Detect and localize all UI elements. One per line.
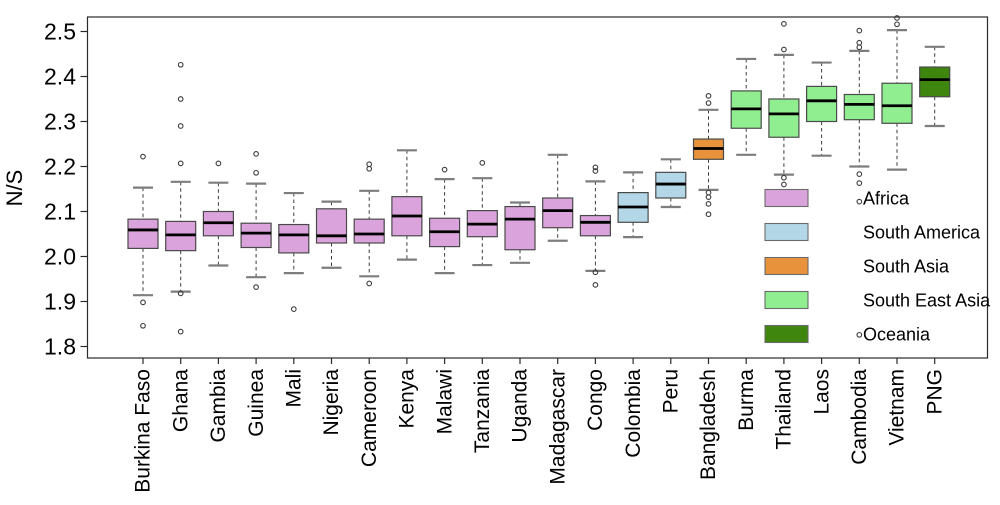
outlier-point-ghana xyxy=(177,96,184,102)
legend-label-oceania: Oceania xyxy=(863,324,931,344)
x-tick-label-uganda: Uganda xyxy=(509,369,532,443)
x-tick-label-gambia: Gambia xyxy=(207,369,230,443)
y-tick-label: 2.4 xyxy=(44,63,76,89)
outlier-point-cambodia xyxy=(856,198,863,205)
y-tick-label: 1.9 xyxy=(44,288,76,314)
outlier-point-gambia xyxy=(215,160,222,167)
x-tick-label-tanzania: Tanzania xyxy=(471,369,494,453)
box-laos xyxy=(805,85,838,123)
outlier-point-ghana xyxy=(177,61,184,68)
outlier-point-vietnam xyxy=(894,21,900,28)
plot-frame xyxy=(86,16,989,359)
x-tick-label-colombia: Colombia xyxy=(622,369,645,458)
x-tick-label-malawi: Malawi xyxy=(433,369,456,434)
y-tick-label: 2.2 xyxy=(44,153,76,179)
outlier-point-tanzania xyxy=(479,160,486,166)
legend-swatch-africa xyxy=(764,188,809,208)
outlier-point-ghana xyxy=(177,290,184,297)
outlier-point-ghana xyxy=(177,160,184,167)
box-nigeria xyxy=(315,208,348,244)
outlier-point-cambodia xyxy=(856,180,863,186)
y-tick-label: 2.1 xyxy=(44,198,76,224)
outlier-point-bangladesh xyxy=(705,194,712,200)
outlier-point-malawi xyxy=(441,166,448,173)
outlier-point-guinea xyxy=(253,151,259,157)
x-tick-label-png: PNG xyxy=(923,369,946,415)
x-tick-label-guinea: Guinea xyxy=(245,369,268,437)
outlier-point-guinea xyxy=(253,169,259,176)
y-tick-label: 2.3 xyxy=(44,108,76,134)
x-tick-label-ghana: Ghana xyxy=(169,369,192,432)
outlier-point-congo xyxy=(592,168,599,174)
outlier-point-guinea xyxy=(253,284,259,290)
outlier-point-thailand xyxy=(781,46,787,53)
outlier-point-bangladesh xyxy=(705,92,712,99)
legend-swatch-south-east-asia xyxy=(764,290,809,310)
outlier-point-cambodia xyxy=(856,171,863,177)
y-tick-label: 2.5 xyxy=(44,18,76,44)
outlier-point-congo xyxy=(592,282,599,288)
box-guinea xyxy=(240,222,272,249)
box-burkina-faso xyxy=(127,218,159,249)
legend-label-africa: Africa xyxy=(863,188,910,208)
outlier-point-bangladesh xyxy=(705,100,712,106)
legend-swatch-south-america xyxy=(764,222,809,242)
y-tick-label: 1.8 xyxy=(44,333,76,359)
x-tick-label-bangladesh: Bangladesh xyxy=(697,369,720,480)
outlier-point-congo xyxy=(592,164,599,171)
y-tick-label: 2.0 xyxy=(44,243,76,269)
outlier-point-thailand xyxy=(781,181,787,188)
outlier-point-burkina-faso xyxy=(140,299,146,306)
outlier-point-cameroon xyxy=(366,280,373,287)
box-uganda xyxy=(504,205,536,251)
outlier-point-cameroon xyxy=(366,165,373,172)
box-mali xyxy=(278,223,310,254)
x-tick-label-cameroon: Cameroon xyxy=(358,369,381,467)
legend-label-south-america: South America xyxy=(863,222,981,242)
outlier-point-cameroon xyxy=(366,161,373,168)
box-madagascar xyxy=(542,197,574,229)
x-tick-label-kenya: Kenya xyxy=(396,369,419,429)
x-tick-label-nigeria: Nigeria xyxy=(320,369,343,436)
box-cameroon xyxy=(353,218,385,244)
outlier-point-ghana xyxy=(177,123,184,129)
x-tick-label-burma: Burma xyxy=(735,369,758,431)
outlier-point-burkina-faso xyxy=(140,153,146,160)
x-tick-label-cambodia: Cambodia xyxy=(848,369,871,465)
outlier-point-ghana xyxy=(177,328,184,335)
outlier-point-cambodia xyxy=(856,27,863,34)
outlier-point-cambodia xyxy=(856,44,863,51)
box-cambodia xyxy=(843,93,875,121)
x-tick-label-madagascar: Madagascar xyxy=(546,369,569,485)
outlier-point-cambodia xyxy=(856,39,863,46)
x-tick-label-peru: Peru xyxy=(660,369,683,413)
outlier-point-congo xyxy=(592,269,599,276)
x-tick-label-vietnam: Vietnam xyxy=(886,369,909,446)
x-tick-label-congo: Congo xyxy=(584,369,607,431)
y-axis-title: N/S xyxy=(2,169,27,207)
box-thailand xyxy=(768,98,800,138)
outlier-point-cambodia xyxy=(856,331,863,338)
box-vietnam xyxy=(881,82,913,124)
box-congo xyxy=(579,214,612,237)
legend-label-south-east-asia: South East Asia xyxy=(863,290,991,310)
x-tick-label-mali: Mali xyxy=(283,369,306,408)
outlier-point-bangladesh xyxy=(705,201,712,207)
legend-label-south-asia: South Asia xyxy=(863,256,950,276)
box-png xyxy=(919,66,951,98)
outlier-point-mali xyxy=(290,306,297,313)
x-tick-label-thailand: Thailand xyxy=(773,369,796,450)
x-tick-label-burkina-faso: Burkina Faso xyxy=(132,369,155,493)
legend-swatch-south-asia xyxy=(764,256,809,276)
x-tick-label-laos: Laos xyxy=(810,369,833,415)
outlier-point-burkina-faso xyxy=(140,322,146,329)
outlier-point-vietnam xyxy=(894,15,900,21)
outlier-point-bangladesh xyxy=(705,211,712,218)
outlier-point-thailand xyxy=(781,174,787,181)
legend-swatch-oceania xyxy=(764,324,809,344)
outlier-point-thailand xyxy=(781,21,787,27)
